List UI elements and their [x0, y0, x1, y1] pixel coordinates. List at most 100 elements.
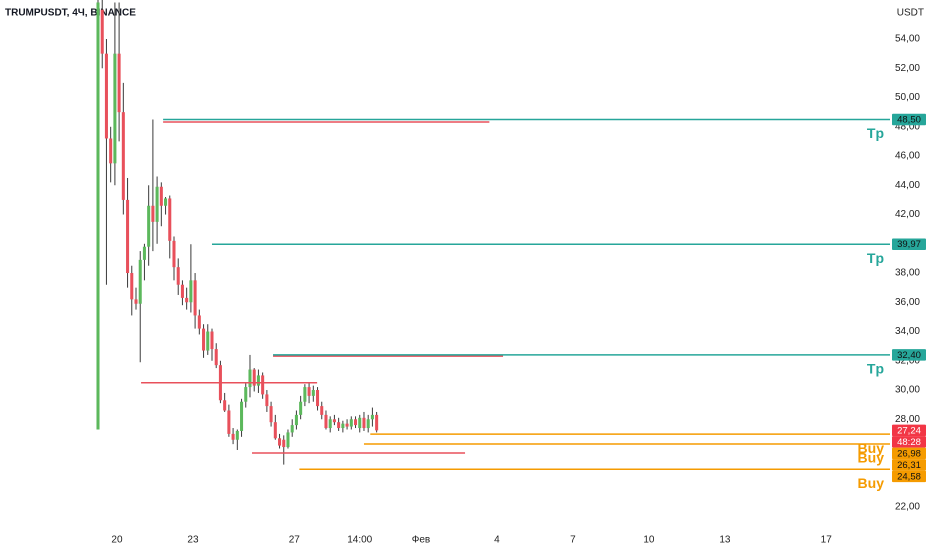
y-tick-label: 48,00 [895, 121, 920, 132]
candle-body [197, 315, 201, 329]
x-tick-label: 23 [187, 535, 199, 546]
price-box [892, 113, 926, 126]
countdown-label: 48:28 [897, 437, 921, 448]
candle-body [176, 267, 180, 285]
y-tick-label: 42,00 [895, 209, 920, 220]
candle-body [126, 199, 130, 274]
candle-body [117, 53, 121, 113]
candle-body [248, 369, 252, 388]
x-tick-label: Фев [412, 535, 430, 546]
x-tick-label: 17 [821, 535, 833, 546]
candle-body [278, 438, 282, 446]
candle-body [113, 53, 117, 164]
candle-body [159, 186, 163, 206]
candle-body [337, 422, 341, 429]
candle-body [341, 423, 345, 429]
candle-body [366, 419, 370, 429]
level-text: Tp [867, 125, 884, 141]
chart-title: TRUMPUSDT, 4Ч, BINANCE [5, 8, 136, 19]
x-tick-label: 27 [289, 535, 301, 546]
candle-body [164, 198, 168, 206]
candle-body [130, 273, 134, 300]
candle-body [185, 297, 189, 303]
price-box-label: 48,50 [897, 114, 921, 125]
x-tick-label: 13 [719, 535, 731, 546]
candle-body [273, 422, 277, 439]
price-box [892, 447, 926, 460]
candle-body [261, 375, 265, 395]
candle-body [328, 419, 332, 429]
y-tick-label: 36,00 [895, 297, 920, 308]
x-tick-label: 4 [494, 535, 500, 546]
candle-body [240, 401, 244, 431]
candle-body [252, 369, 256, 386]
level-text: Tp [867, 250, 884, 266]
candle-body [100, 9, 104, 54]
candle-body [299, 401, 303, 415]
candle-body [282, 439, 286, 448]
level-text: Buy [858, 475, 885, 491]
y-tick-label: 44,00 [895, 180, 920, 191]
y-tick-label: 52,00 [895, 63, 920, 74]
candle-body [349, 419, 353, 427]
candle-body [223, 400, 227, 411]
candle-body [231, 433, 235, 440]
candle-body [307, 387, 311, 396]
x-tick-label: 7 [570, 535, 576, 546]
candle-body [256, 375, 260, 386]
candle-body [269, 406, 273, 423]
candle-body [294, 414, 298, 426]
candle-body [227, 410, 231, 434]
candle-body [109, 138, 113, 164]
candle-body [202, 328, 206, 351]
y-tick-label: 54,00 [895, 34, 920, 45]
y-tick-label: 30,00 [895, 385, 920, 396]
candle-body [104, 53, 108, 139]
candle-body [303, 387, 307, 402]
candle-body [214, 349, 218, 366]
candle-body [206, 331, 210, 351]
price-box-label: 24,58 [897, 471, 921, 482]
price-box [892, 238, 926, 250]
countdown-box [892, 436, 926, 448]
candle-body [134, 299, 138, 304]
candle-body [316, 390, 320, 407]
candle-body [375, 414, 379, 431]
candle-body [172, 240, 176, 268]
y-tick-label: 28,00 [895, 414, 920, 425]
price-box [892, 349, 926, 361]
level-text: Buy [858, 450, 885, 466]
candle-body [142, 246, 146, 260]
level-text: Tp [867, 361, 884, 377]
candle-body [358, 417, 362, 429]
price-box-label: 26,98 [897, 448, 921, 459]
candle-body [168, 198, 172, 241]
candle-body [324, 414, 328, 429]
y-tick-label: 34,00 [895, 326, 920, 337]
candle-body [332, 419, 336, 423]
candle-body [354, 419, 358, 426]
candle-body [210, 331, 214, 350]
x-tick-label: 20 [111, 535, 123, 546]
candle-body [370, 414, 374, 420]
candle-body [180, 284, 184, 298]
candle-body [286, 432, 290, 448]
price-box [892, 459, 926, 471]
candle-body [147, 205, 151, 247]
x-tick-label: 10 [643, 535, 655, 546]
candle-body [362, 417, 366, 429]
y-tick-label: 38,00 [895, 268, 920, 279]
candle-body [189, 280, 193, 303]
y-tick-label: 50,00 [895, 92, 920, 103]
candle-body [155, 186, 159, 222]
candle-body [121, 112, 125, 200]
y-tick-label: 22,00 [895, 502, 920, 513]
price-box-label: 39,97 [897, 239, 921, 250]
y-tick-label: 32,00 [895, 355, 920, 366]
x-tick-label: 14:00 [347, 535, 372, 546]
price-box [892, 424, 926, 437]
y-tick-label: 46,00 [895, 151, 920, 162]
candle-body [193, 280, 197, 316]
